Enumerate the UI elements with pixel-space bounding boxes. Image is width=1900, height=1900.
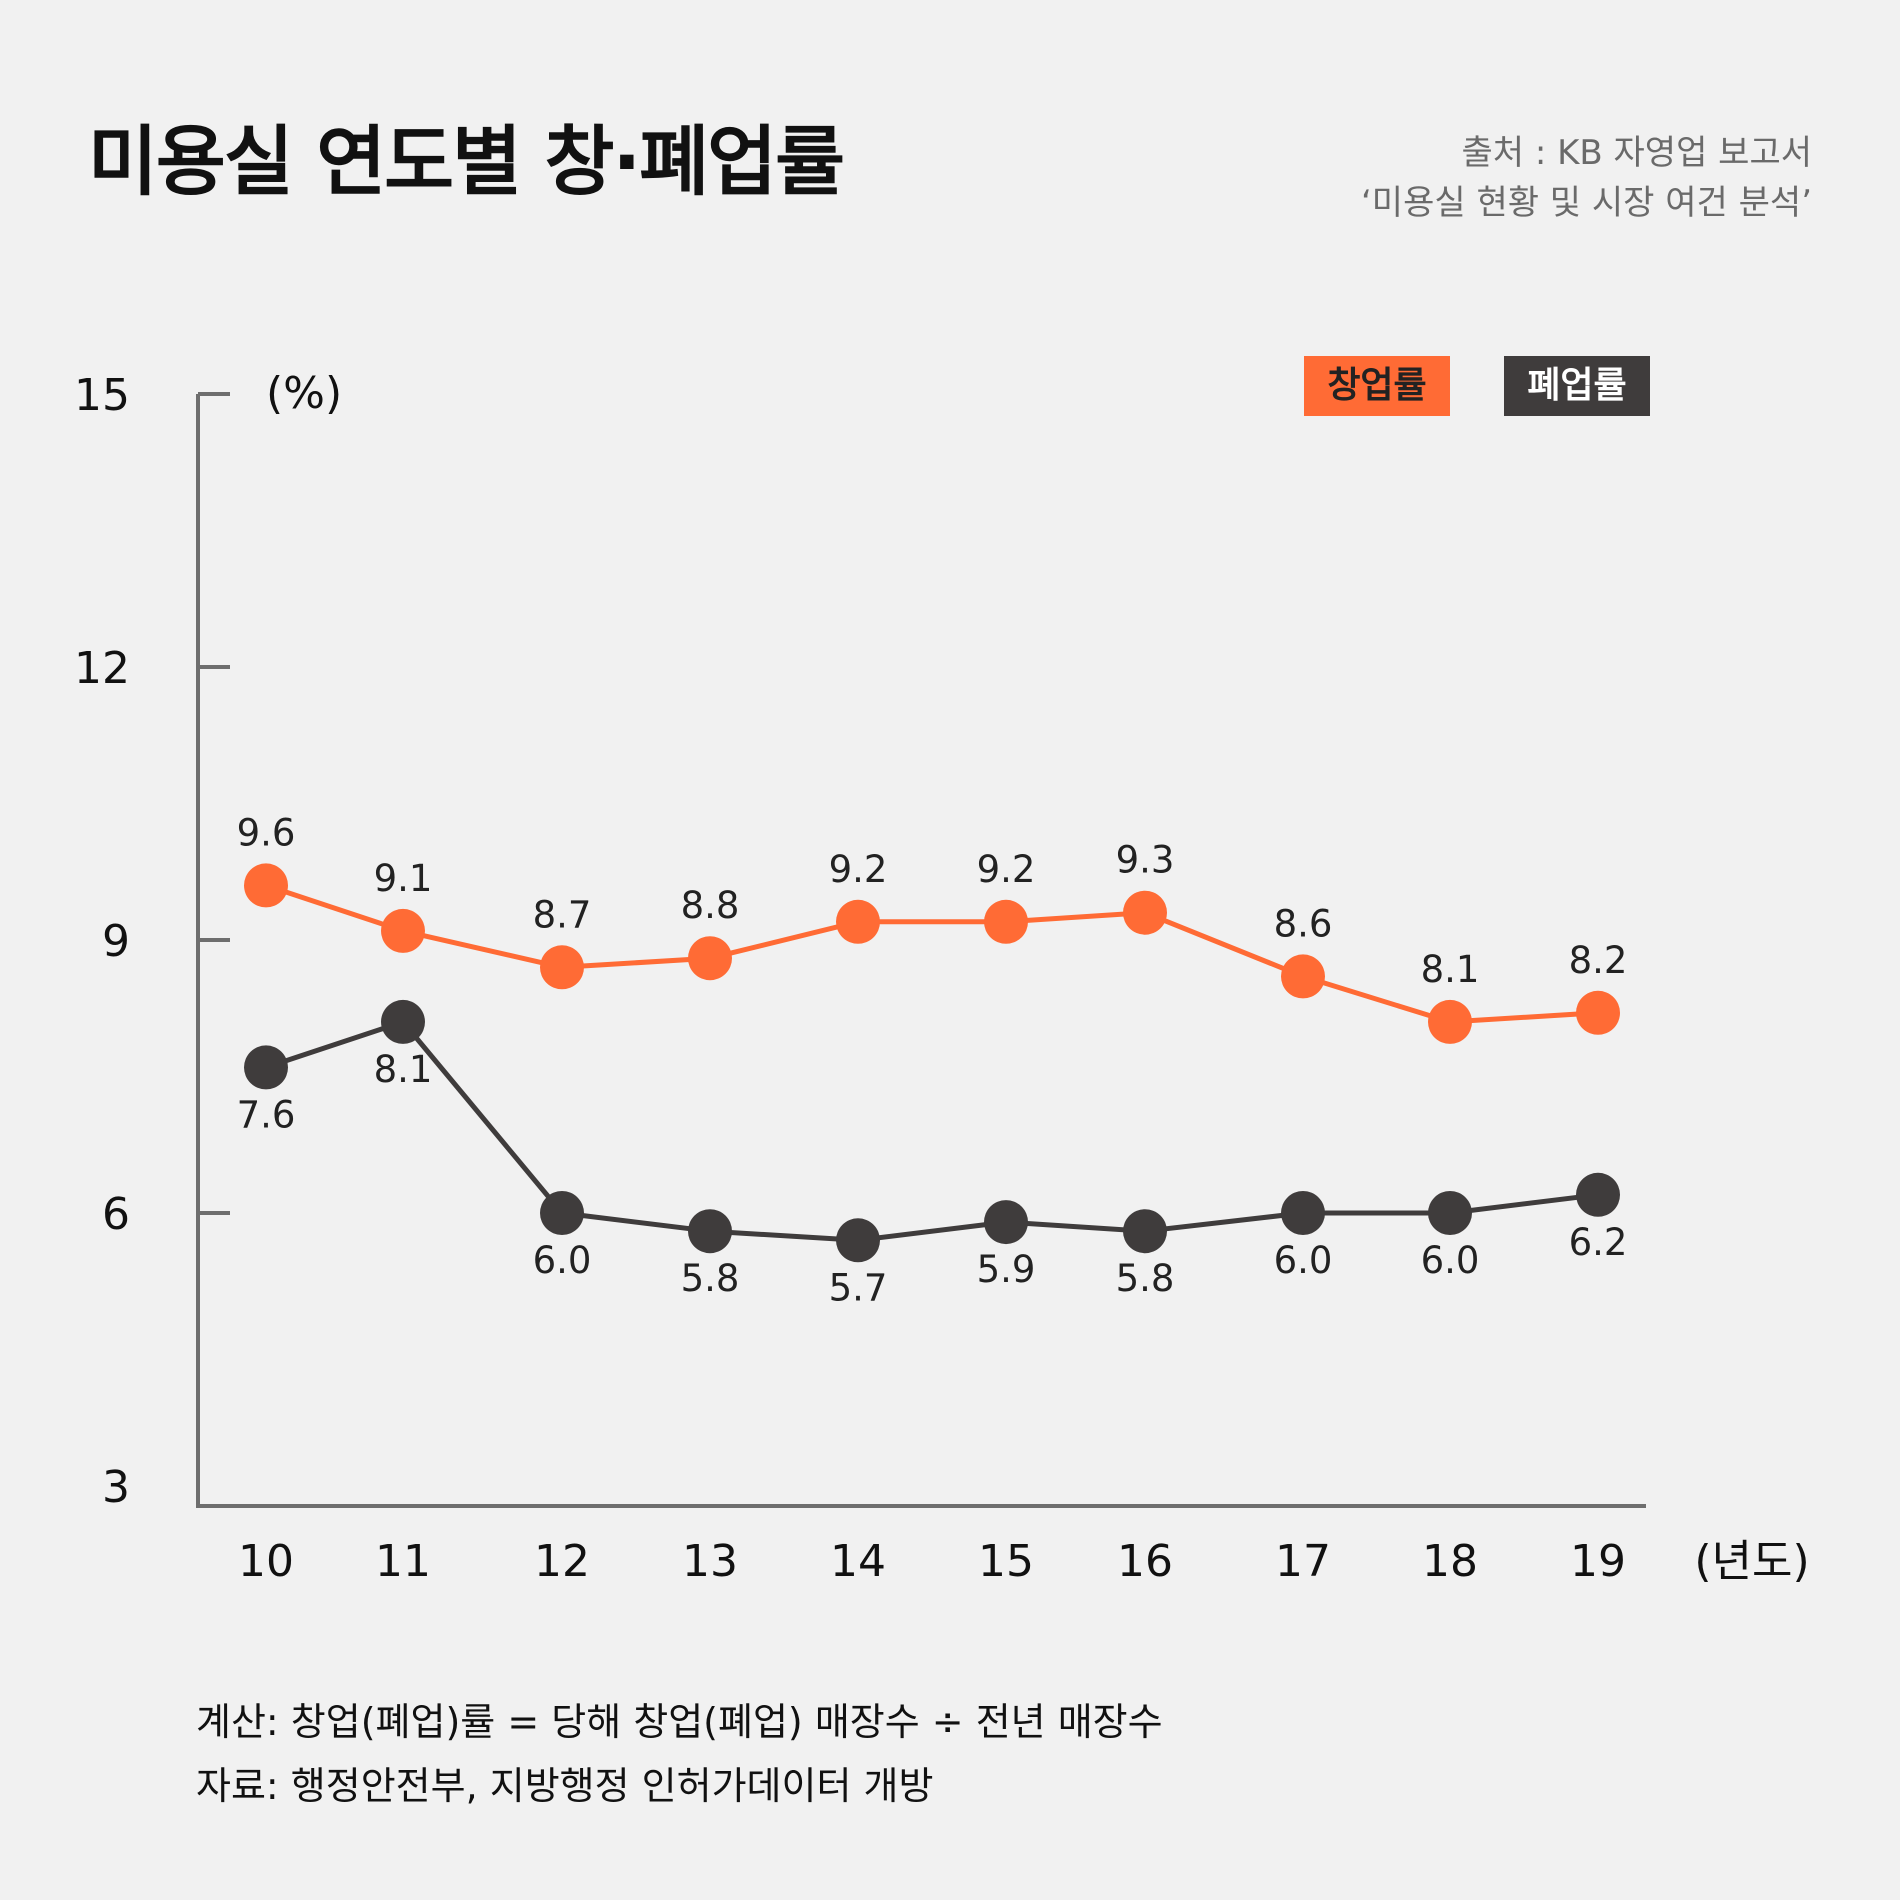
data-point-close-10: [244, 1045, 288, 1090]
x-tick-label-14: 14: [830, 1536, 886, 1587]
data-point-open-11: [381, 908, 425, 953]
data-point-close-14: [836, 1218, 880, 1263]
data-point-close-16: [1123, 1209, 1167, 1254]
x-tick-label-17: 17: [1275, 1536, 1331, 1587]
data-point-open-12: [540, 945, 584, 990]
data-point-close-17: [1281, 1191, 1325, 1235]
y-tick-label-9: 9: [102, 916, 130, 967]
x-tick-label-16: 16: [1117, 1536, 1173, 1587]
data-label-close-17: 6.0: [1274, 1239, 1333, 1282]
data-label-open-13: 8.8: [681, 884, 740, 927]
legend-item-close-rate: 폐업률: [1504, 356, 1650, 416]
legend-item-open-rate: 창업률: [1304, 356, 1450, 416]
series-line-close-rate: [265, 1019, 1599, 1243]
data-label-open-15: 9.2: [977, 848, 1036, 891]
data-point-open-15: [984, 899, 1028, 944]
x-tick-label-12: 12: [534, 1536, 590, 1587]
footer-formula: 계산: 창업(폐업)률 = 당해 창업(폐업) 매장수 ÷ 전년 매장수: [196, 1700, 1163, 1744]
series-lines: [265, 883, 1599, 1243]
data-label-close-19: 6.2: [1569, 1221, 1628, 1264]
source-line-1: 출처 : KB 자영업 보고서: [1461, 133, 1812, 173]
footer-source: 자료: 행정안전부, 지방행정 인허가데이터 개방: [196, 1764, 934, 1808]
x-tick-label-15: 15: [978, 1536, 1034, 1587]
data-label-open-18: 8.1: [1421, 948, 1480, 991]
y-tick-label-12: 12: [74, 643, 130, 694]
x-tick-label-10: 10: [238, 1536, 294, 1587]
data-point-open-18: [1428, 999, 1472, 1044]
data-label-close-10: 7.6: [237, 1093, 296, 1136]
data-point-close-12: [540, 1191, 584, 1235]
data-label-close-14: 5.7: [829, 1266, 888, 1309]
labels: 9.6 9.1 8.7 8.8 9.2 9.2 9.3 8.6 8.1 8.2 7.6 8.1 6.0 5…: [237, 811, 1628, 1309]
data-label-close-13: 5.8: [681, 1257, 740, 1300]
data-point-close-19: [1576, 1172, 1620, 1217]
data-label-close-12: 6.0: [533, 1239, 592, 1282]
x-tick-label-11: 11: [375, 1536, 431, 1587]
x-axis-unit-label: (년도): [1694, 1536, 1809, 1587]
x-tick-label-18: 18: [1422, 1536, 1478, 1587]
y-tick-label-15: 15: [74, 370, 130, 421]
source-line-2: ‘미용실 현황 및 시장 여건 분석’: [1360, 183, 1812, 223]
x-tick-label-19: 19: [1570, 1536, 1626, 1587]
data-point-open-16: [1123, 890, 1167, 935]
data-label-close-18: 6.0: [1421, 1239, 1480, 1282]
data-point-close-15: [984, 1200, 1028, 1245]
series-line-open-rate: [265, 883, 1599, 1025]
y-tick-label-3: 3: [102, 1462, 130, 1513]
data-label-close-16: 5.8: [1116, 1257, 1175, 1300]
data-label-close-11: 8.1: [374, 1048, 433, 1091]
y-axis-unit-label: (%): [266, 368, 342, 419]
data-point-open-13: [688, 936, 732, 981]
data-point-open-19: [1576, 990, 1620, 1035]
data-label-open-17: 8.6: [1274, 902, 1333, 945]
data-label-open-14: 9.2: [829, 848, 888, 891]
data-label-open-11: 9.1: [374, 857, 433, 900]
data-point-open-14: [836, 899, 880, 944]
data-point-close-18: [1428, 1191, 1472, 1235]
x-tick-label-13: 13: [682, 1536, 738, 1587]
footer-notes: 계산: 창업(폐업)률 = 당해 창업(폐업) 매장수 ÷ 전년 매장수 자료:…: [196, 1690, 1163, 1818]
series-points: [244, 863, 1620, 1263]
data-label-open-19: 8.2: [1569, 939, 1628, 982]
data-label-open-10: 9.6: [237, 811, 296, 854]
data-point-open-10: [244, 863, 288, 908]
data-label-open-12: 8.7: [533, 893, 592, 936]
axes: 3 6 9 12 15 (%) 10 11 12 13 14 15 16 17 18 19 (년도): [74, 368, 1810, 1587]
chart-title: 미용실 연도별 창·폐업률: [88, 117, 845, 206]
data-point-open-17: [1281, 954, 1325, 999]
y-tick-label-6: 6: [102, 1189, 130, 1240]
data-point-close-13: [688, 1209, 732, 1254]
data-label-open-16: 9.3: [1116, 839, 1175, 882]
data-label-close-15: 5.9: [977, 1248, 1036, 1291]
source-note: 출처 : KB 자영업 보고서 ‘미용실 현황 및 시장 여건 분석’: [1361, 128, 1812, 228]
data-point-close-11: [381, 999, 425, 1044]
